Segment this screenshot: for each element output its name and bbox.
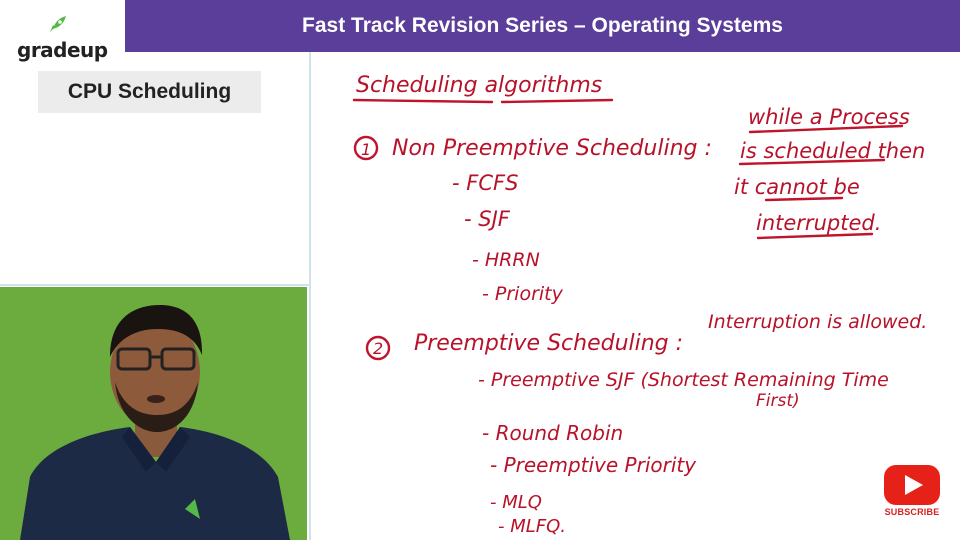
note-underline-1 — [748, 124, 904, 134]
s2-item-3: - Preemptive Priority — [490, 453, 697, 477]
section-1-note-3: it cannot be — [734, 175, 860, 199]
section-2-number: 2 — [373, 339, 383, 358]
presenter-illustration — [0, 287, 307, 540]
section-2-note: Interruption is allowed. — [708, 311, 927, 333]
section-2-circle — [365, 335, 391, 361]
section-1-number: 1 — [361, 140, 371, 159]
presenter-webcam — [0, 287, 307, 540]
s1-item-4: - Priority — [482, 283, 564, 305]
logo-text: gradeup — [17, 38, 108, 62]
s1-item-3: - HRRN — [472, 249, 540, 271]
heading-underline-1 — [352, 98, 494, 104]
notes-heading: Scheduling algorithms — [356, 73, 602, 98]
s2-item-2: - Round Robin — [482, 421, 623, 445]
section-1-note-2: is scheduled then — [740, 139, 925, 163]
topic-label: CPU Scheduling — [67, 80, 232, 103]
section-2-title: Preemptive Scheduling : — [414, 331, 683, 356]
play-icon — [884, 465, 940, 505]
rocket-icon — [50, 16, 66, 32]
handwritten-notes: Scheduling algorithms 1 Non Preemptive S… — [352, 73, 927, 537]
s1-item-2: - SJF — [464, 207, 511, 231]
section-1-note-4: interrupted. — [756, 211, 881, 235]
note-underline-2 — [738, 158, 886, 166]
s2-item-1-cont: First) — [756, 391, 800, 411]
section-1-note-1: while a Process — [748, 105, 910, 129]
section-1-title: Non Preemptive Scheduling : — [392, 136, 712, 161]
webcam-divider — [0, 284, 311, 286]
s2-item-1: - Preemptive SJF (Shortest Remaining Tim… — [478, 369, 889, 391]
subscribe-label: SUBSCRIBE — [884, 507, 940, 517]
video-title-bar: Fast Track Revision Series – Operating S… — [125, 0, 960, 52]
heading-underline-2 — [500, 98, 614, 104]
note-underline-4 — [756, 232, 874, 240]
subscribe-button[interactable]: SUBSCRIBE — [882, 463, 942, 523]
panel-divider — [309, 52, 311, 540]
whiteboard: Scheduling algorithms 1 Non Preemptive S… — [312, 52, 960, 540]
s2-item-5: - MLFQ. — [498, 516, 566, 537]
s1-item-1: - FCFS — [452, 171, 518, 195]
s2-item-4: - MLQ — [490, 492, 542, 513]
note-underline-3 — [764, 196, 844, 202]
video-title: Fast Track Revision Series – Operating S… — [302, 14, 783, 37]
brand-logo: gradeup — [0, 0, 125, 62]
section-1-circle — [353, 135, 379, 161]
topic-label-box: CPU Scheduling — [38, 71, 261, 113]
